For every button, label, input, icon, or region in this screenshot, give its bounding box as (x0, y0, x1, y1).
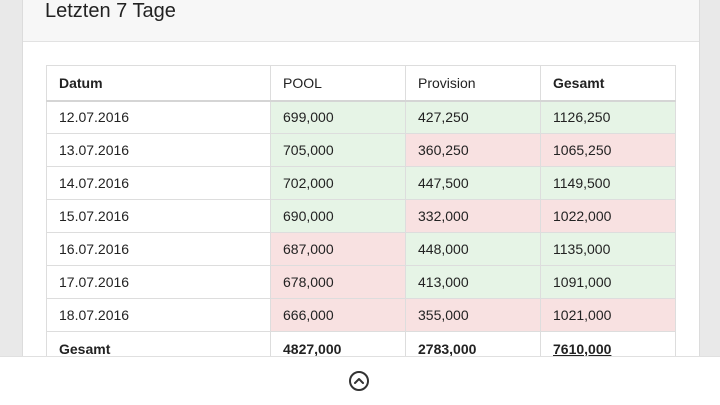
totals-row: Gesamt 4827,000 2783,000 7610,000 (46, 331, 676, 360)
cell-pool: 678,000 (270, 265, 406, 299)
cell-date: 17.07.2016 (46, 265, 271, 299)
cell-pool: 702,000 (270, 166, 406, 200)
column-header-total: Gesamt (540, 65, 676, 102)
table-row: 13.07.2016 705,000 360,250 1065,250 (46, 133, 676, 167)
stats-panel: Letzten 7 Tage Datum POOL Provision Gesa… (22, 0, 700, 360)
column-header-pool: POOL (270, 65, 406, 102)
table-row: 12.07.2016 699,000 427,250 1126,250 (46, 100, 676, 134)
cell-provision: 448,000 (405, 232, 541, 266)
cell-provision: 355,000 (405, 298, 541, 332)
cell-pool: 705,000 (270, 133, 406, 167)
cell-pool: 699,000 (270, 100, 406, 134)
cell-date: 13.07.2016 (46, 133, 271, 167)
cell-provision: 360,250 (405, 133, 541, 167)
totals-provision: 2783,000 (405, 331, 541, 360)
totals-label: Gesamt (46, 331, 271, 360)
chevron-up-icon (354, 378, 364, 384)
cell-total: 1135,000 (540, 232, 676, 266)
cell-pool: 687,000 (270, 232, 406, 266)
cell-total: 1091,000 (540, 265, 676, 299)
cell-provision: 447,500 (405, 166, 541, 200)
table-row: 16.07.2016 687,000 448,000 1135,000 (46, 232, 676, 266)
table-row: 15.07.2016 690,000 332,000 1022,000 (46, 199, 676, 233)
cell-pool: 666,000 (270, 298, 406, 332)
cell-provision: 332,000 (405, 199, 541, 233)
cell-date: 18.07.2016 (46, 298, 271, 332)
table-row: 17.07.2016 678,000 413,000 1091,000 (46, 265, 676, 299)
cell-pool: 690,000 (270, 199, 406, 233)
cell-total: 1126,250 (540, 100, 676, 134)
cell-provision: 427,250 (405, 100, 541, 134)
table-header-row: Datum POOL Provision Gesamt (46, 65, 676, 102)
cell-total: 1065,250 (540, 133, 676, 167)
bottom-bar (0, 356, 720, 405)
column-header-provision: Provision (405, 65, 541, 102)
panel-title: Letzten 7 Tage (45, 0, 176, 22)
cell-total: 1149,500 (540, 166, 676, 200)
column-header-date: Datum (46, 65, 271, 102)
cell-provision: 413,000 (405, 265, 541, 299)
cell-total: 1022,000 (540, 199, 676, 233)
table-row: 14.07.2016 702,000 447,500 1149,500 (46, 166, 676, 200)
stats-table: Datum POOL Provision Gesamt 12.07.2016 6… (46, 65, 676, 360)
cell-date: 14.07.2016 (46, 166, 271, 200)
panel-header: Letzten 7 Tage (23, 0, 699, 42)
totals-pool: 4827,000 (270, 331, 406, 360)
scroll-up-button[interactable] (349, 371, 369, 391)
totals-total: 7610,000 (540, 331, 676, 360)
cell-total: 1021,000 (540, 298, 676, 332)
table-row: 18.07.2016 666,000 355,000 1021,000 (46, 298, 676, 332)
cell-date: 12.07.2016 (46, 100, 271, 134)
cell-date: 16.07.2016 (46, 232, 271, 266)
totals-total-value: 7610,000 (553, 340, 612, 357)
cell-date: 15.07.2016 (46, 199, 271, 233)
